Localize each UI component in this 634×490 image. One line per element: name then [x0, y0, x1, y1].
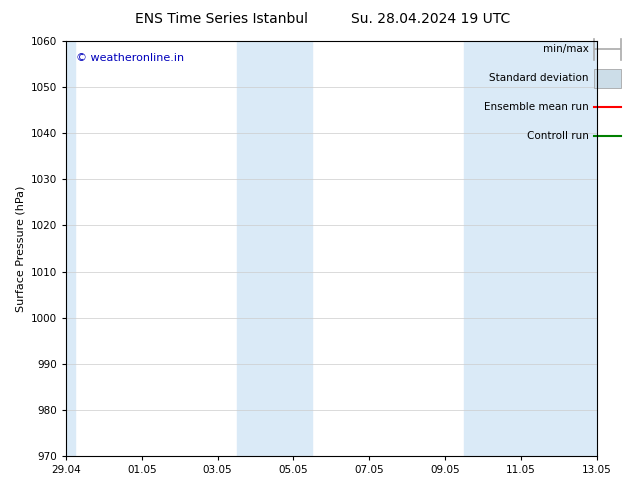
Bar	[594, 69, 621, 88]
Text: Su. 28.04.2024 19 UTC: Su. 28.04.2024 19 UTC	[351, 12, 511, 26]
Text: min/max: min/max	[543, 45, 589, 54]
Y-axis label: Surface Pressure (hPa): Surface Pressure (hPa)	[15, 185, 25, 312]
Bar	[464, 41, 597, 456]
Text: ENS Time Series Istanbul: ENS Time Series Istanbul	[136, 12, 308, 26]
Bar	[236, 41, 313, 456]
Text: © weatheronline.in: © weatheronline.in	[77, 53, 184, 64]
Text: Controll run: Controll run	[527, 131, 589, 142]
Text: Ensemble mean run: Ensemble mean run	[484, 102, 589, 112]
Text: Standard deviation: Standard deviation	[489, 74, 589, 83]
Bar	[66, 41, 75, 456]
